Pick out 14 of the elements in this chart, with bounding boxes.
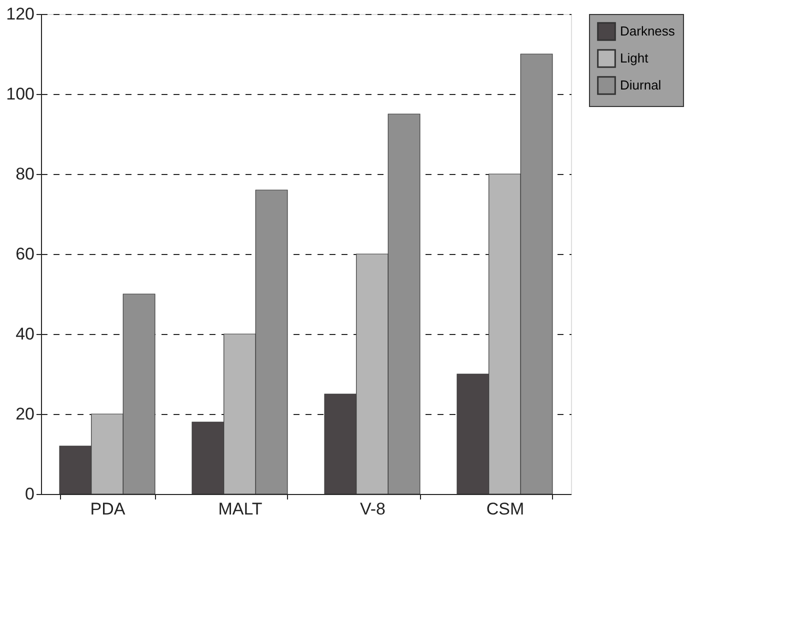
y-tick-label: 20 <box>16 404 34 424</box>
legend-label: Diurnal <box>620 78 662 92</box>
x-tick-label: V-8 <box>360 500 386 518</box>
y-tick-label: 60 <box>16 244 34 264</box>
y-tick-label: 80 <box>16 164 34 184</box>
y-tick-label: 120 <box>6 4 34 24</box>
legend-label: Darkness <box>620 24 676 38</box>
x-tick-label: CSM <box>486 500 524 518</box>
y-tick-label: 100 <box>6 84 34 104</box>
x-tick-label: MALT <box>218 500 262 518</box>
x-tick-label: PDA <box>90 500 126 518</box>
y-tick-label: 0 <box>25 484 34 504</box>
legend-label: Light <box>620 50 649 66</box>
y-tick-label: 40 <box>16 324 34 344</box>
